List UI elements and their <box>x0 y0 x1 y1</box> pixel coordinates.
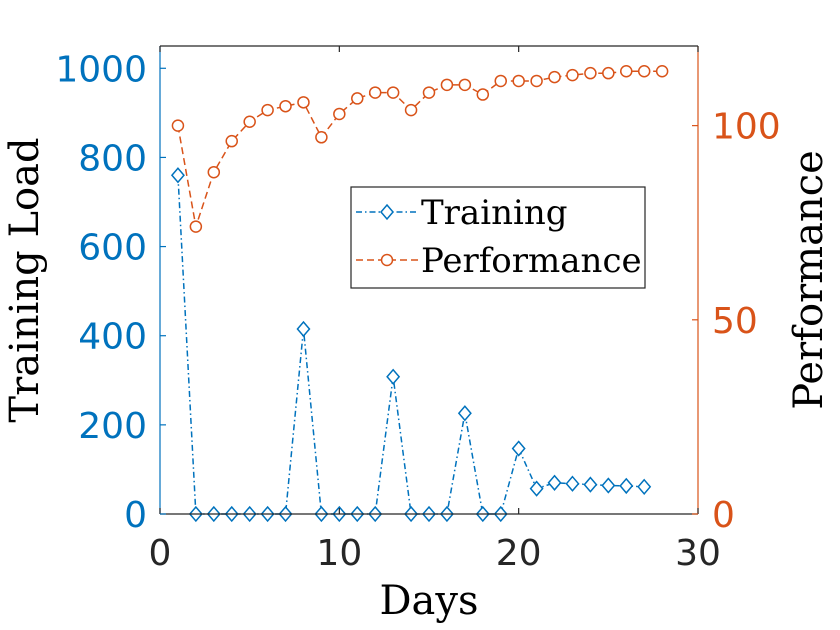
performance-point <box>279 99 292 113</box>
training-point <box>529 480 544 497</box>
x-tick-label: 30 <box>675 533 721 574</box>
performance-point <box>422 86 436 99</box>
performance-point <box>404 103 418 117</box>
performance-point <box>440 78 454 92</box>
training-point <box>637 478 652 495</box>
performance-point <box>458 78 472 92</box>
performance-point <box>351 92 364 105</box>
performance-point <box>333 107 346 121</box>
right-y-tick-label: 0 <box>712 495 735 536</box>
left-y-tick-label: 1000 <box>55 49 147 90</box>
training-point <box>547 474 562 491</box>
x-tick-label: 10 <box>316 533 362 574</box>
legend: Training Performance <box>350 186 646 289</box>
x-tick-label: 0 <box>149 533 172 574</box>
training-point <box>619 477 634 495</box>
training-point <box>386 368 401 385</box>
performance-point <box>476 88 490 101</box>
performance-point <box>655 64 669 78</box>
left-y-tick-label: 400 <box>78 317 147 358</box>
training-point <box>565 475 580 492</box>
performance-point <box>189 220 203 233</box>
left-y-tick-label: 0 <box>124 495 147 536</box>
performance-point <box>261 103 274 117</box>
legend-box <box>350 186 646 289</box>
axes-layer <box>159 45 699 515</box>
performance-point <box>637 64 651 78</box>
legend-performance-marker <box>380 253 394 267</box>
performance-point <box>368 86 382 99</box>
x-tick-label: 20 <box>496 533 542 574</box>
series-layer <box>170 64 669 523</box>
left-y-tick-label: 600 <box>78 228 147 269</box>
performance-point <box>171 119 185 132</box>
performance-point <box>566 68 579 82</box>
performance-point <box>512 74 525 88</box>
performance-point <box>584 66 597 80</box>
training-point <box>511 440 526 457</box>
right-y-tick-label: 100 <box>712 107 781 148</box>
performance-point <box>225 134 238 148</box>
performance-point <box>315 131 328 144</box>
legend-training-label: Training <box>421 193 568 233</box>
legend-performance-label: Performance <box>421 241 642 281</box>
left-y-tick-label: 800 <box>78 138 147 179</box>
performance-point <box>386 86 400 99</box>
left-y-axis-label: Training Load <box>2 137 48 422</box>
performance-point <box>243 115 256 128</box>
right-y-axis-label: Performance <box>786 150 832 410</box>
legend-training-marker <box>380 203 394 221</box>
right-y-tick-label: 50 <box>712 301 758 342</box>
performance-point <box>494 74 507 88</box>
x-axis-label: Days <box>379 578 478 624</box>
training-point <box>457 405 472 422</box>
training-point <box>601 477 616 494</box>
training-point <box>170 167 185 184</box>
performance-point <box>530 74 543 88</box>
performance-point <box>620 64 633 78</box>
performance-series-line <box>177 70 663 227</box>
performance-point <box>548 70 561 84</box>
training-point <box>583 476 598 493</box>
left-y-tick-label: 200 <box>78 406 147 447</box>
performance-point <box>207 165 221 179</box>
training-point <box>296 320 311 338</box>
performance-point <box>602 66 615 80</box>
performance-point <box>297 96 310 109</box>
